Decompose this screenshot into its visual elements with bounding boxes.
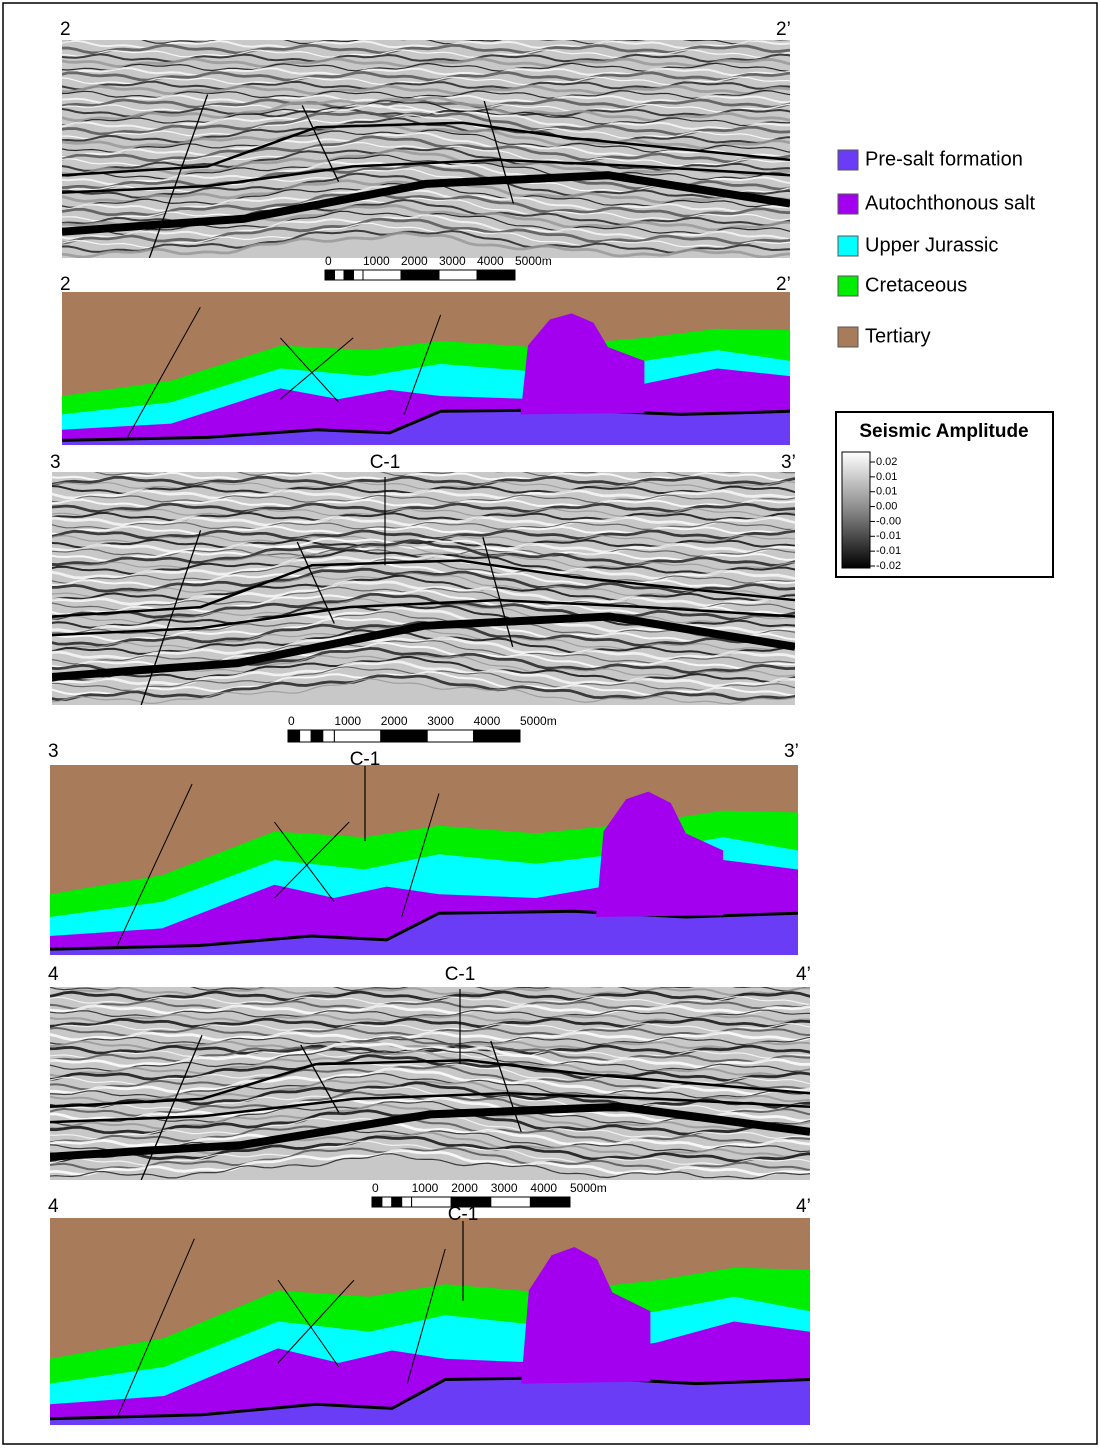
scale-segment: [491, 1197, 531, 1207]
scale-segment: [288, 730, 300, 742]
scale-segment: [363, 270, 401, 280]
scale-label: 2000: [381, 714, 408, 728]
scale-segment: [354, 270, 364, 280]
scale-label: 3000: [427, 714, 454, 728]
colorbar-tick-label: 0.01: [876, 471, 897, 483]
scale-segment: [372, 1197, 382, 1207]
scale-label: 4000: [474, 714, 501, 728]
scale-label: 1000: [363, 254, 390, 268]
colorbar-title: Seismic Amplitude: [859, 421, 1028, 442]
scale-segment: [344, 270, 354, 280]
scale-segment: [402, 1197, 412, 1207]
scale-segment: [439, 270, 477, 280]
section-label-left: 4: [48, 964, 59, 985]
scale-label: 5000m: [515, 254, 552, 268]
scale-label: 3000: [439, 254, 466, 268]
scale-segment: [451, 1197, 491, 1207]
section-label-left: 2: [60, 19, 71, 40]
scale-segment: [311, 730, 323, 742]
section-geo: [62, 292, 790, 445]
scale-segment: [323, 730, 335, 742]
section-content: [50, 765, 798, 955]
scale-segment: [412, 1197, 452, 1207]
scale-label: 1000: [412, 1181, 439, 1195]
legend-label: Tertiary: [865, 325, 931, 347]
scale-segment: [325, 270, 335, 280]
scale-label: 5000m: [570, 1181, 607, 1195]
scale-label: 0: [288, 714, 295, 728]
section-label-right: 3’: [781, 452, 796, 473]
colorbar-tick-label: -0.00: [876, 515, 901, 527]
well-label: C-1: [370, 452, 401, 473]
scale-segment: [334, 730, 380, 742]
section-label-right: 4’: [796, 964, 811, 985]
scale-segment: [381, 730, 427, 742]
colorbar-tick-label: -0.02: [876, 560, 901, 572]
scale-label: 4000: [477, 254, 504, 268]
section-label-left: 3: [50, 452, 61, 473]
scale-label: 2000: [401, 254, 428, 268]
scale-segment: [530, 1197, 570, 1207]
legend-label: Upper Jurassic: [865, 234, 998, 256]
scale-segment: [427, 730, 473, 742]
section-geo: [50, 1218, 810, 1425]
section-label-right: 3’: [784, 741, 799, 762]
scale-label: 3000: [491, 1181, 518, 1195]
section-content: [40, 983, 816, 1180]
scale-label: 4000: [530, 1181, 557, 1195]
section-content: [62, 292, 790, 445]
scale-segment: [401, 270, 439, 280]
scale-segment: [477, 270, 515, 280]
legend-label: Pre-salt formation: [865, 148, 1023, 170]
colorbar-tick-label: 0.00: [876, 500, 897, 512]
section-seis: [40, 983, 816, 1180]
section-label-left: 3: [48, 741, 59, 762]
colorbar-tick-label: 0.02: [876, 456, 897, 468]
scale-segment: [382, 1197, 392, 1207]
legend-label: Autochthonous salt: [865, 192, 1036, 214]
scale-label: 5000m: [520, 714, 557, 728]
figure: Seismic Amplitude 2 2’ 2 2’ 3 3’ C-1 3 3’ C-1 4 4’ C…: [0, 0, 1100, 1447]
legend-swatch: [838, 327, 858, 347]
colorbar-tick-label: -0.01: [876, 545, 901, 557]
scale-segment: [474, 730, 520, 742]
colorbar-gradient: [842, 452, 870, 568]
section-content: [50, 1218, 810, 1425]
section-label-left: 2: [60, 274, 71, 295]
legend-swatch: [838, 236, 858, 256]
section-seis: [52, 36, 796, 258]
scale-segment: [300, 730, 312, 742]
scale-segment: [392, 1197, 402, 1207]
scale-segment: [335, 270, 345, 280]
section-label-right: 2’: [776, 19, 791, 40]
colorbar-tick-label: -0.01: [876, 530, 901, 542]
scale-label: 1000: [334, 714, 361, 728]
legend-swatch: [838, 194, 858, 214]
scale-label: 2000: [451, 1181, 478, 1195]
section-label-left: 4: [48, 1196, 59, 1217]
section-geo: [50, 765, 798, 955]
scale-label: 0: [372, 1181, 379, 1195]
section-label-right: 4’: [796, 1196, 811, 1217]
section-content: [42, 468, 802, 705]
colorbar-tick-label: 0.01: [876, 486, 897, 498]
well-label: C-1: [445, 964, 476, 985]
section-seis: [42, 468, 802, 705]
section-content: [52, 36, 796, 258]
legend-label: Cretaceous: [865, 274, 967, 296]
legend-swatch: [838, 150, 858, 170]
scale-label: 0: [325, 254, 332, 268]
legend-swatch: [838, 276, 858, 296]
section-label-right: 2’: [776, 274, 791, 295]
